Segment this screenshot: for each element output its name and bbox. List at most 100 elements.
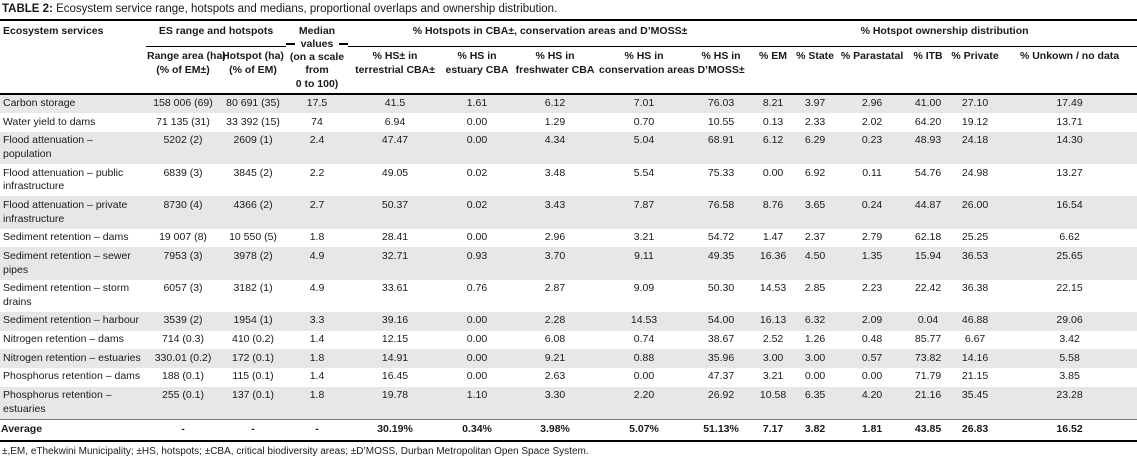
cell-value: 6.32 (804, 314, 826, 327)
cell-value: 6.67 (964, 333, 986, 346)
cell-value: 10.55 (707, 115, 735, 128)
col-header-parastatal: % Parastatal (836, 46, 909, 95)
cell-value: 1.8 (309, 351, 325, 364)
group-header-es-range: ES range and hotspots (146, 20, 287, 48)
cell-value: 7.17 (752, 418, 795, 443)
group-header-ownership: % Hotspot ownership distribution (752, 20, 1137, 48)
col-header-hs-dmoss: % HS in D’MOSS± (690, 46, 753, 95)
table-row: Phosphorus retention – estuaries 255 (0.1… (0, 386, 1137, 420)
cell-value: 0.76 (466, 282, 488, 295)
cell-value: 2.85 (804, 282, 826, 295)
cell-value: 41.5 (384, 97, 406, 110)
cell-value: 9.11 (634, 249, 654, 262)
cell-value: 1.8 (309, 231, 325, 244)
cell-value: 22.15 (1056, 282, 1083, 295)
table-row: Sediment retention – sewer pipes 7953 (3)… (0, 247, 1137, 280)
cell-value: 7.87 (633, 198, 655, 211)
cell-value: 51.13% (690, 418, 753, 443)
cell-value: 25.65 (1056, 249, 1083, 262)
cell-value: 19 007 (8) (159, 231, 207, 244)
cell-value: 0.74 (633, 333, 655, 346)
cell-value: 6.94 (384, 115, 406, 128)
cell-value: 330.01 (0.2) (154, 351, 212, 364)
cell-value: 0.93 (466, 249, 488, 262)
table-caption: TABLE 2: Ecosystem service range, hotspo… (0, 0, 1137, 19)
cell-value: 8730 (4) (163, 198, 203, 211)
cell-value: 158 006 (69) (153, 97, 213, 110)
cell-value: 22.42 (914, 282, 942, 295)
cell-value: 24.18 (961, 134, 989, 147)
header-sub-row: Range area (ha) (% of EM±) Hotspot (ha) … (0, 46, 1137, 95)
cell-value: 3.3 (309, 314, 325, 327)
cell-value: - (146, 418, 220, 443)
row-label: Phosphorus retention – estuaries (3, 389, 112, 415)
cell-value: 1.35 (861, 249, 883, 262)
cell-value: 41.00 (914, 97, 942, 110)
cell-value: 2.23 (861, 282, 883, 295)
cell-value: 50.37 (381, 198, 409, 211)
cell-value: 0.04 (917, 314, 939, 327)
table-row: Nitrogen retention – estuaries 330.01 (0.… (0, 349, 1137, 368)
cell-value: 3.21 (762, 370, 784, 383)
cell-value: 1.61 (466, 97, 488, 110)
col-header-em: % EM (752, 46, 795, 95)
cell-value: 19.78 (381, 389, 409, 402)
cell-value: 2.96 (544, 231, 566, 244)
cell-value: 0.00 (466, 370, 488, 383)
cell-value: 16.54 (1056, 198, 1083, 211)
col-header-hotspot: Hotspot (ha) (% of EM) (220, 46, 287, 95)
table-row: Carbon storage 158 006 (69) 80 691 (35) 17.… (0, 93, 1137, 114)
cell-value: 3978 (2) (233, 249, 273, 262)
cell-value: 8.76 (762, 198, 784, 211)
table-row: Sediment retention – harbour 3539 (2) 1954… (0, 311, 1137, 331)
cell-value: 6057 (3) (163, 282, 203, 295)
cell-value: 25.25 (961, 231, 989, 244)
cell-value: 3.00 (762, 351, 784, 364)
cell-value: 26.92 (707, 389, 735, 402)
cell-value: 0.00 (466, 333, 488, 346)
cell-value: 5.04 (633, 134, 655, 147)
cell-value: 3.00 (804, 351, 826, 364)
cell-value: 3.42 (1059, 333, 1080, 346)
cell-value: 1.4 (309, 370, 325, 383)
cell-value: 10 550 (5) (229, 231, 277, 244)
cell-value: 0.88 (633, 351, 655, 364)
cell-value: 2.79 (861, 231, 883, 244)
data-table: Ecosystem services ES range and hotspots… (0, 19, 1137, 443)
cell-value: 38.67 (707, 333, 735, 346)
cell-value: 6.92 (804, 166, 826, 179)
cell-value: 3.97 (804, 97, 826, 110)
cell-value: 0.00 (861, 370, 883, 383)
cell-value: 75.33 (707, 166, 735, 179)
cell-value: 64.20 (914, 115, 942, 128)
cell-value: 2.63 (544, 370, 566, 383)
cell-value: 3845 (2) (233, 166, 273, 179)
cell-value: 19.12 (961, 115, 989, 128)
cell-value: 27.10 (961, 97, 989, 110)
cell-value: 50.30 (707, 282, 735, 295)
cell-value: 16.45 (381, 370, 409, 383)
cell-value: 54.00 (707, 314, 735, 327)
col-header-range-area: Range area (ha) (% of EM±) (146, 46, 226, 95)
cell-value: 36.53 (961, 249, 989, 262)
table-row: Flood attenuation – population 5202 (2) 26… (0, 131, 1137, 165)
cell-value: 4.50 (804, 249, 826, 262)
group-header-hotspots-cba: % Hotspots in CBA±, conservation areas a… (348, 20, 753, 48)
cell-value: 0.13 (762, 115, 784, 128)
cell-value: 0.00 (804, 370, 826, 383)
cell-value: 73.82 (914, 351, 942, 364)
cell-value: 48.93 (914, 134, 942, 147)
cell-value: 3.65 (804, 198, 826, 211)
cell-value: 2.7 (309, 198, 325, 211)
row-label: Flood attenuation – public infrastructur… (3, 166, 124, 193)
cell-value: 6.29 (804, 134, 826, 147)
header-group-row: Ecosystem services ES range and hotspots… (0, 20, 1137, 95)
cell-value: 2.52 (762, 333, 784, 346)
cell-value: 188 (0.1) (161, 370, 205, 383)
row-label: Sediment retention – dams (3, 231, 129, 244)
cell-value: 62.18 (914, 231, 942, 244)
cell-value: 4.9 (309, 282, 325, 295)
cell-value: 14.53 (759, 282, 787, 295)
cell-value: 71.79 (914, 370, 942, 383)
cell-value: 0.02 (466, 198, 488, 211)
